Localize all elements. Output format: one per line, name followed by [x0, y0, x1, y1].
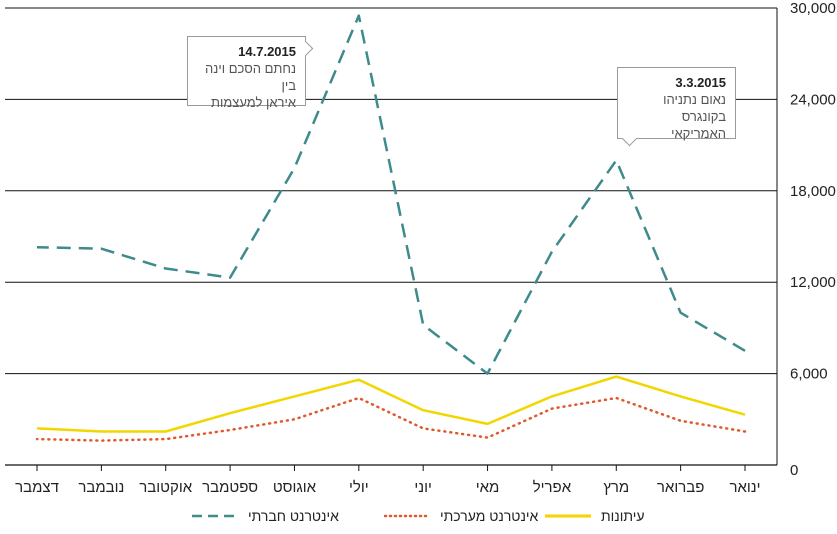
- legend-item-press: עיתונות: [545, 508, 645, 524]
- annotation-date: 3.3.2015: [675, 75, 726, 90]
- gridlines: [5, 7, 778, 466]
- legend-item-social-web: אינטרנט חברתי: [192, 508, 339, 524]
- series-lines: [35, 14, 747, 442]
- annotation-line: נאום נתניהו: [663, 92, 726, 107]
- y-tick-label: 0: [790, 462, 798, 479]
- legend-swatch-dashed: [192, 514, 238, 518]
- x-tick-label: יוני: [414, 479, 432, 496]
- annotation-date: 14.7.2015: [238, 44, 296, 59]
- series-line-editorial-web: [35, 396, 747, 442]
- legend-swatch-dotted: [384, 514, 430, 518]
- y-tick-label: 24,000: [790, 91, 836, 108]
- x-tick-label: אפריל: [533, 479, 572, 496]
- legend-label: עיתונות: [601, 508, 645, 524]
- annotation-vienna-agreement: 14.7.2015 נחתם הסכם וינה בין איראן למעצמ…: [187, 36, 314, 110]
- annotation-line: איראן למעצמות: [210, 95, 296, 110]
- y-tick-label: 18,000: [790, 183, 836, 200]
- y-axis-ticks: 0 6,000 12,000 18,000 24,000 30,000: [790, 0, 836, 479]
- x-tick-label: דצמבר: [15, 479, 59, 496]
- x-tick-label: ינואר: [729, 479, 760, 496]
- y-tick-label: 6,000: [790, 366, 828, 383]
- series-line-press: [36, 375, 746, 433]
- series-line-social-web: [36, 14, 746, 375]
- x-tick-label: נובמבר: [78, 479, 124, 496]
- y-tick-label: 30,000: [790, 0, 836, 17]
- annotation-line: בקונגרס האמריקאי: [671, 109, 726, 141]
- x-tick-label: פברואר: [657, 479, 704, 496]
- legend-label: אינטרנט מערכתי: [440, 508, 539, 524]
- legend-label: אינטרנט חברתי: [248, 508, 339, 524]
- legend-swatch-solid: [545, 514, 591, 518]
- x-tick-label: אוקטובר: [139, 479, 192, 496]
- y-tick-label: 12,000: [790, 274, 836, 291]
- annotation-netanyahu-speech: 3.3.2015 נאום נתניהו בקונגרס האמריקאי: [617, 67, 736, 147]
- annotation-line: נחתם הסכם וינה בין: [205, 61, 296, 93]
- x-tick-label: ספטמבר: [202, 479, 258, 496]
- x-tick-label: יולי: [349, 479, 369, 496]
- x-tick-label: מאי: [476, 479, 500, 496]
- x-axis-ticks: ינואר פברואר מרץ אפריל מאי יוני יולי אוגוסט ספטמ…: [15, 465, 761, 496]
- x-tick-label: מרץ: [603, 479, 629, 496]
- legend-item-editorial-web: אינטרנט מערכתי: [384, 508, 538, 524]
- legend: עיתונות אינטרנט מערכתי אינטרנט חברתי: [0, 508, 837, 532]
- x-tick-label: אוגוסט: [273, 479, 317, 496]
